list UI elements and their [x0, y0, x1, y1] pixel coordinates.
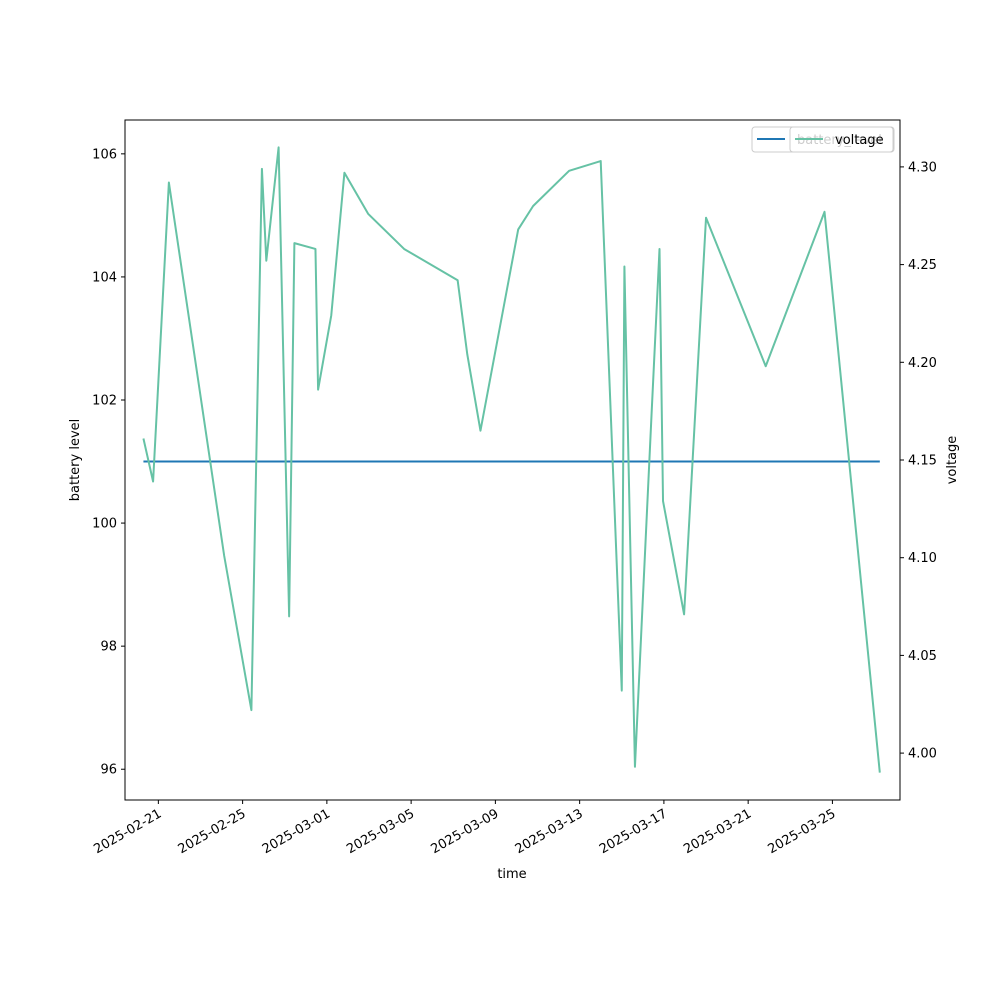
legend-label-voltage: voltage	[835, 133, 884, 148]
right-y-axis: 4.00 4.05 4.10 4.15 4.20 4.25 4.30	[900, 160, 937, 762]
legend-box-voltage	[789, 126, 894, 153]
legend: battery_level voltage	[751, 126, 895, 153]
right-y-tick-label: 4.00	[908, 747, 937, 762]
right-y-tick-label: 4.15	[908, 454, 937, 469]
x-axis-title: time	[497, 867, 526, 882]
series-line-voltage	[142, 146, 881, 773]
right-y-tick-label: 4.05	[908, 649, 937, 664]
right-y-axis-title: voltage	[945, 436, 960, 485]
series-layer	[142, 146, 881, 773]
left-y-tick-label: 106	[92, 147, 117, 162]
plot-area	[142, 146, 881, 773]
left-y-tick-label: 98	[100, 640, 117, 655]
right-y-tick-label: 4.30	[908, 160, 937, 175]
left-y-axis: 96 98 100 102 104 106	[92, 147, 125, 778]
right-y-tick-label: 4.25	[908, 258, 937, 273]
left-y-axis-title: battery level	[68, 419, 83, 502]
left-y-tick-label: 104	[92, 270, 117, 285]
left-y-tick-label: 100	[92, 517, 117, 532]
right-y-tick-label: 4.20	[908, 356, 937, 371]
left-y-tick-label: 102	[92, 394, 117, 409]
right-y-tick-label: 4.10	[908, 551, 937, 566]
left-y-tick-label: 96	[100, 763, 117, 778]
